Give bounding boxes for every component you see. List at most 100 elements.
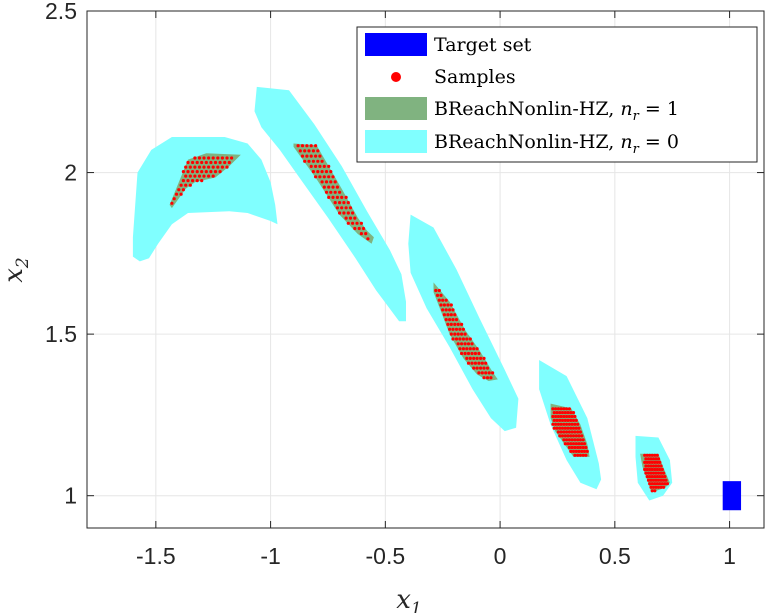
sample-point (558, 418, 562, 422)
sample-point (649, 478, 653, 482)
sample-point (566, 411, 570, 415)
sample-point (460, 342, 464, 346)
sample-point (569, 449, 573, 453)
sample-point (477, 351, 481, 356)
sample-point (300, 154, 305, 158)
sample-point (448, 327, 452, 331)
sample-point (578, 430, 583, 434)
sample-point (211, 174, 215, 178)
sample-point (566, 426, 570, 430)
sample-point (580, 442, 584, 446)
sample-point (195, 179, 199, 183)
sample-point (581, 445, 585, 450)
sample-point (465, 356, 469, 360)
x-tick-label: 1 (723, 543, 736, 569)
sample-point (460, 322, 464, 326)
sample-point (563, 426, 567, 430)
sample-point (480, 371, 484, 375)
sample-point (359, 232, 363, 236)
sample-point (223, 160, 227, 165)
sample-point (327, 175, 331, 179)
sample-point (449, 303, 453, 307)
sample-point (569, 434, 573, 438)
sample-point (305, 144, 309, 148)
sample-point (303, 149, 307, 153)
sample-point (449, 313, 453, 317)
sample-point (655, 482, 659, 486)
sample-point (225, 165, 229, 169)
sample-point (460, 332, 464, 336)
sample-point (660, 482, 664, 486)
sample-point (327, 164, 331, 168)
sample-point (320, 170, 324, 174)
sample-point (209, 160, 213, 165)
sample-point (645, 453, 649, 457)
sample-point (311, 170, 315, 174)
sample-point (458, 327, 462, 331)
sample-point (333, 201, 337, 205)
sample-point (463, 351, 467, 356)
sample-point (567, 422, 572, 426)
sample-point (567, 430, 572, 434)
sample-point (567, 407, 572, 411)
sample-point (444, 318, 448, 322)
sample-point (461, 347, 465, 351)
sample-point (662, 471, 666, 475)
sample-point (303, 159, 307, 163)
sample-point (468, 356, 472, 360)
sample-point (663, 475, 667, 479)
sample-point (446, 303, 450, 307)
sample-point (473, 351, 477, 356)
sample-point (200, 170, 204, 174)
sample-point (658, 467, 662, 472)
sample-point (651, 485, 656, 489)
sample-point (662, 478, 666, 482)
nr0-regions (132, 86, 673, 501)
nr0-region (132, 137, 278, 262)
sample-point (216, 165, 220, 169)
sample-point (465, 347, 469, 351)
sample-point (318, 154, 322, 158)
sample-point (340, 195, 344, 199)
sample-point (578, 438, 583, 442)
sample-point (344, 195, 348, 199)
sample-point (576, 445, 580, 450)
sample-point (665, 482, 670, 486)
sample-point (209, 170, 213, 174)
sample-point (298, 149, 302, 153)
sample-point (562, 430, 566, 434)
sample-point (570, 422, 574, 426)
sample-point (320, 159, 324, 163)
sample-point (218, 170, 222, 174)
sample-point (460, 351, 464, 356)
sample-point (197, 174, 202, 178)
sample-point (656, 464, 661, 468)
sample-point (448, 318, 452, 322)
sample-point (437, 298, 441, 302)
sample-point (570, 414, 574, 419)
sample-point (554, 422, 558, 426)
sample-point (485, 366, 490, 370)
sample-point (475, 356, 479, 360)
sample-point (451, 337, 455, 341)
sample-point (653, 482, 657, 486)
sample-point (442, 313, 446, 317)
sample-point (463, 342, 467, 346)
sample-point (558, 426, 562, 430)
sample-point (335, 185, 339, 189)
sample-point (434, 288, 438, 293)
sample-point (346, 221, 350, 225)
sample-point (316, 159, 320, 163)
sample-point (316, 149, 320, 153)
sample-point (456, 332, 460, 336)
sample-point (646, 471, 651, 475)
sample-point (444, 308, 448, 312)
sample-point (563, 434, 567, 438)
sample-point (472, 356, 476, 360)
sample-point (181, 170, 185, 174)
sample-point (439, 293, 443, 297)
sample-point (477, 371, 481, 375)
legend: Target set Samples BReachNonlin-HZ, nr =… (356, 26, 758, 163)
sample-point (318, 175, 322, 179)
sample-point (318, 164, 322, 168)
